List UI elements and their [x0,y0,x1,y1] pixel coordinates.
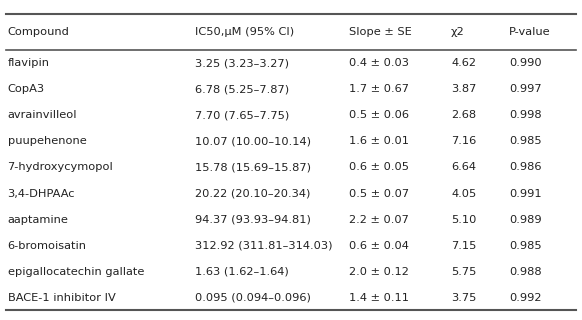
Text: 7.15: 7.15 [451,241,477,251]
Text: flavipin: flavipin [8,58,49,68]
Text: Compound: Compound [8,27,69,37]
Text: 1.7 ± 0.67: 1.7 ± 0.67 [349,84,409,94]
Text: 0.6 ± 0.04: 0.6 ± 0.04 [349,241,409,251]
Text: 0.6 ± 0.05: 0.6 ± 0.05 [349,163,409,172]
Text: 5.75: 5.75 [451,267,477,277]
Text: epigallocatechin gallate: epigallocatechin gallate [8,267,144,277]
Text: 0.989: 0.989 [509,215,542,225]
Text: χ2: χ2 [451,27,465,37]
Text: 20.22 (20.10–20.34): 20.22 (20.10–20.34) [195,188,310,199]
Text: 6.78 (5.25–7.87): 6.78 (5.25–7.87) [195,84,289,94]
Text: Slope ± SE: Slope ± SE [349,27,412,37]
Text: 0.985: 0.985 [509,241,542,251]
Text: avrainvilleol: avrainvilleol [8,110,77,120]
Text: 312.92 (311.81–314.03): 312.92 (311.81–314.03) [195,241,332,251]
Text: 0.095 (0.094–0.096): 0.095 (0.094–0.096) [195,293,311,303]
Text: CopA3: CopA3 [8,84,45,94]
Text: 1.6 ± 0.01: 1.6 ± 0.01 [349,136,409,147]
Text: 0.985: 0.985 [509,136,542,147]
Text: 0.997: 0.997 [509,84,542,94]
Text: aaptamine: aaptamine [8,215,69,225]
Text: 0.988: 0.988 [509,267,542,277]
Text: IC50,μM (95% CI): IC50,μM (95% CI) [195,27,294,37]
Text: 2.68: 2.68 [451,110,476,120]
Text: 0.986: 0.986 [509,163,542,172]
Text: 0.992: 0.992 [509,293,542,303]
Text: 0.5 ± 0.06: 0.5 ± 0.06 [349,110,409,120]
Text: 4.62: 4.62 [451,58,476,68]
Text: 0.4 ± 0.03: 0.4 ± 0.03 [349,58,409,68]
Text: 3.75: 3.75 [451,293,477,303]
Text: 3.25 (3.23–3.27): 3.25 (3.23–3.27) [195,58,289,68]
Text: 0.998: 0.998 [509,110,542,120]
Text: 94.37 (93.93–94.81): 94.37 (93.93–94.81) [195,215,311,225]
Text: 0.5 ± 0.07: 0.5 ± 0.07 [349,188,409,199]
Text: 6.64: 6.64 [451,163,476,172]
Text: 7.16: 7.16 [451,136,476,147]
Text: 3.87: 3.87 [451,84,477,94]
Text: 4.05: 4.05 [451,188,476,199]
Text: 15.78 (15.69–15.87): 15.78 (15.69–15.87) [195,163,311,172]
Text: 7.70 (7.65–7.75): 7.70 (7.65–7.75) [195,110,289,120]
Text: 10.07 (10.00–10.14): 10.07 (10.00–10.14) [195,136,311,147]
Text: BACE-1 inhibitor IV: BACE-1 inhibitor IV [8,293,115,303]
Text: 3,4-DHPAAc: 3,4-DHPAAc [8,188,75,199]
Text: 5.10: 5.10 [451,215,477,225]
Text: 2.2 ± 0.07: 2.2 ± 0.07 [349,215,409,225]
Text: P-value: P-value [509,27,551,37]
Text: 1.4 ± 0.11: 1.4 ± 0.11 [349,293,409,303]
Text: 7-hydroxycymopol: 7-hydroxycymopol [8,163,113,172]
Text: 2.0 ± 0.12: 2.0 ± 0.12 [349,267,409,277]
Text: 0.991: 0.991 [509,188,542,199]
Text: 1.63 (1.62–1.64): 1.63 (1.62–1.64) [195,267,289,277]
Text: 0.990: 0.990 [509,58,542,68]
Text: puupehenone: puupehenone [8,136,86,147]
Text: 6-bromoisatin: 6-bromoisatin [8,241,87,251]
